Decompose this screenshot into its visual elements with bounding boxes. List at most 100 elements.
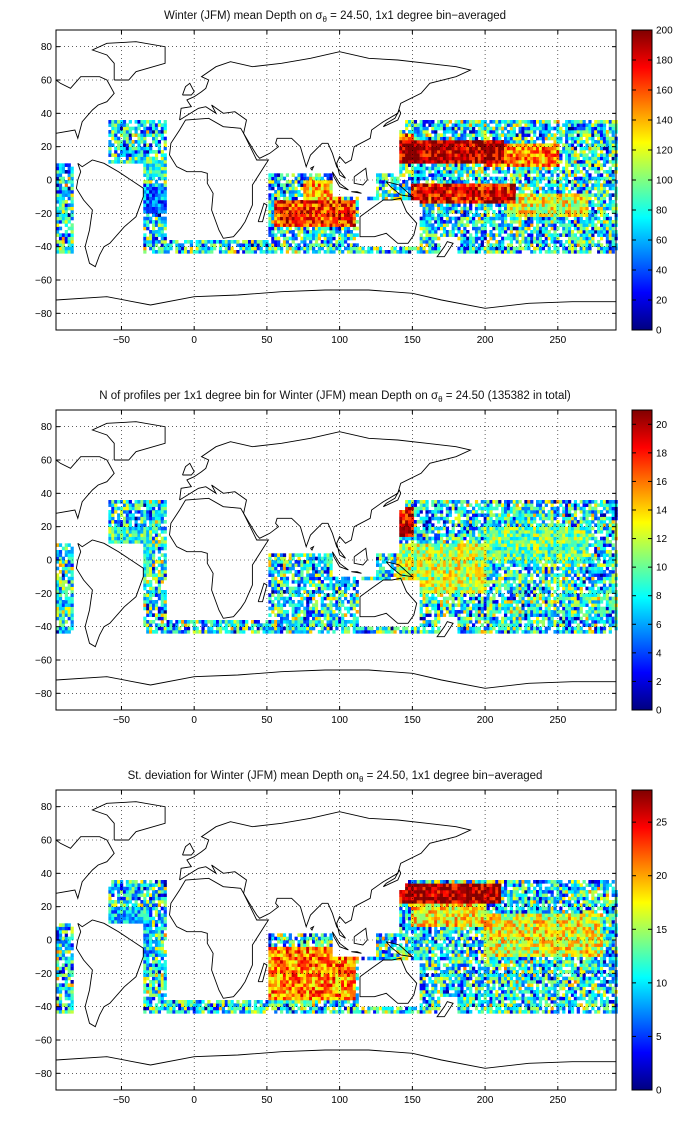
data-cell bbox=[457, 176, 461, 181]
data-cell bbox=[422, 200, 426, 204]
data-cell bbox=[346, 250, 351, 254]
data-cell bbox=[565, 223, 569, 227]
data-cell bbox=[204, 243, 208, 247]
data-cell bbox=[221, 243, 226, 247]
data-cell bbox=[495, 250, 499, 254]
data-cell bbox=[454, 193, 458, 197]
data-cell bbox=[541, 240, 546, 244]
data-cell bbox=[600, 166, 604, 171]
data-cell bbox=[489, 203, 493, 207]
data-cell bbox=[582, 140, 586, 144]
data-cell bbox=[160, 543, 164, 547]
data-cell bbox=[140, 160, 144, 164]
data-cell bbox=[524, 130, 528, 134]
data-cell bbox=[469, 160, 473, 164]
data-cell bbox=[268, 196, 272, 201]
data-cell bbox=[498, 200, 502, 204]
data-cell bbox=[306, 193, 310, 197]
data-cell bbox=[149, 583, 153, 587]
data-cell bbox=[317, 613, 322, 617]
data-cell bbox=[355, 220, 359, 224]
data-cell bbox=[425, 243, 429, 247]
data-cell bbox=[282, 556, 287, 561]
data-cell bbox=[527, 156, 531, 161]
data-cell bbox=[274, 236, 278, 241]
data-cell bbox=[576, 190, 580, 194]
data-cell bbox=[157, 533, 162, 537]
data-cell bbox=[157, 593, 162, 597]
data-cell bbox=[390, 176, 394, 181]
data-cell bbox=[460, 143, 464, 147]
data-cell bbox=[149, 230, 153, 234]
data-cell bbox=[553, 200, 557, 204]
data-cell bbox=[326, 206, 330, 211]
data-cell bbox=[306, 620, 310, 624]
data-cell bbox=[146, 603, 150, 607]
data-cell bbox=[169, 620, 173, 624]
data-cell bbox=[137, 523, 141, 527]
data-cell bbox=[573, 250, 578, 254]
data-cell bbox=[527, 166, 531, 171]
data-cell bbox=[504, 146, 508, 151]
data-cell bbox=[108, 520, 112, 524]
data-cell bbox=[378, 246, 383, 251]
data-cell bbox=[303, 613, 307, 617]
data-cell bbox=[573, 246, 578, 251]
data-cell bbox=[428, 236, 432, 241]
data-cell bbox=[466, 133, 470, 137]
data-cell bbox=[285, 173, 290, 177]
data-cell bbox=[405, 153, 409, 157]
data-cell bbox=[294, 216, 298, 221]
data-cell bbox=[134, 506, 138, 511]
data-cell bbox=[306, 616, 310, 621]
data-cell bbox=[463, 166, 467, 171]
data-cell bbox=[466, 176, 470, 181]
data-cell bbox=[422, 130, 426, 134]
data-cell bbox=[521, 133, 525, 137]
data-cell bbox=[152, 140, 156, 144]
data-cell bbox=[143, 556, 147, 561]
data-cell bbox=[285, 203, 290, 207]
data-cell bbox=[274, 583, 278, 587]
data-cell bbox=[329, 240, 333, 244]
data-cell bbox=[160, 546, 164, 551]
data-cell bbox=[163, 190, 167, 194]
data-cell bbox=[146, 190, 150, 194]
data-cell bbox=[428, 136, 432, 141]
data-cell bbox=[521, 143, 525, 147]
data-cell bbox=[288, 206, 292, 211]
data-cell bbox=[405, 246, 409, 251]
data-cell bbox=[509, 150, 514, 154]
data-cell bbox=[245, 243, 249, 247]
data-cell bbox=[312, 570, 316, 574]
data-cell bbox=[565, 176, 569, 181]
data-cell bbox=[140, 156, 144, 161]
data-cell bbox=[143, 563, 147, 567]
data-cell bbox=[248, 243, 252, 247]
data-cell bbox=[352, 216, 356, 221]
data-cell bbox=[477, 156, 482, 161]
data-cell bbox=[498, 180, 502, 184]
data-cell bbox=[131, 153, 135, 157]
data-cell bbox=[280, 610, 284, 614]
data-cell bbox=[498, 153, 502, 157]
data-cell bbox=[518, 133, 522, 137]
data-cell bbox=[457, 250, 461, 254]
data-cell bbox=[280, 233, 284, 237]
data-cell bbox=[297, 610, 301, 614]
data-cell bbox=[524, 196, 528, 201]
data-cell bbox=[303, 623, 307, 627]
data-cell bbox=[160, 540, 164, 544]
data-cell bbox=[137, 160, 141, 164]
data-cell bbox=[143, 166, 147, 171]
data-cell bbox=[474, 123, 479, 127]
data-cell bbox=[291, 220, 295, 224]
data-cell bbox=[152, 190, 156, 194]
data-cell bbox=[160, 513, 164, 517]
data-cell bbox=[160, 590, 164, 594]
data-cell bbox=[515, 233, 519, 237]
data-cell bbox=[122, 523, 127, 527]
data-cell bbox=[259, 243, 263, 247]
data-cell bbox=[428, 166, 432, 171]
coastline bbox=[75, 159, 144, 268]
